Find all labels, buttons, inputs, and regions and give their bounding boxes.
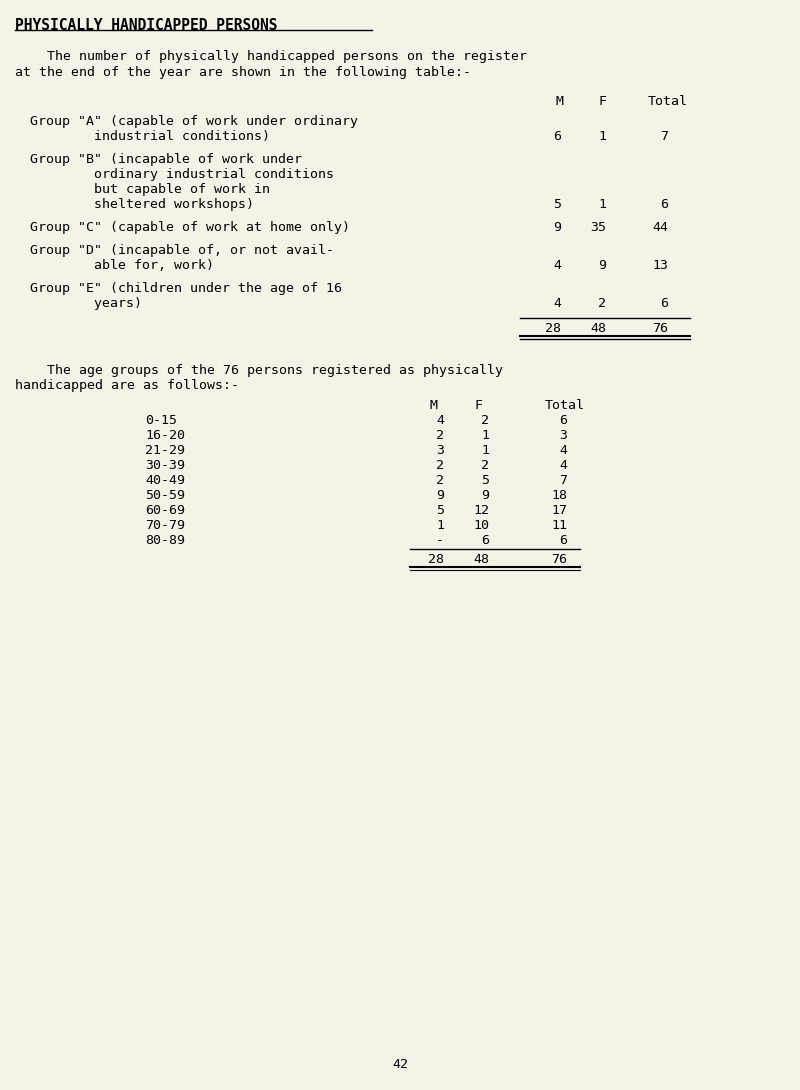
Text: 30-39: 30-39 [145,459,185,472]
Text: 4: 4 [559,459,567,472]
Text: Group "D" (incapable of, or not avail-: Group "D" (incapable of, or not avail- [30,244,334,257]
Text: F: F [475,399,483,412]
Text: 9: 9 [598,259,606,272]
Text: 42: 42 [392,1058,408,1071]
Text: 7: 7 [660,130,668,143]
Text: 6: 6 [660,296,668,310]
Text: 3: 3 [559,429,567,443]
Text: 2: 2 [481,414,489,427]
Text: Group "B" (incapable of work under: Group "B" (incapable of work under [30,153,302,166]
Text: 9: 9 [481,489,489,502]
Text: 2: 2 [481,459,489,472]
Text: 12: 12 [473,504,489,517]
Text: but capable of work in: but capable of work in [30,183,270,196]
Text: 16-20: 16-20 [145,429,185,443]
Text: 1: 1 [481,444,489,457]
Text: 35: 35 [590,221,606,234]
Text: 4: 4 [436,414,444,427]
Text: 13: 13 [652,259,668,272]
Text: The number of physically handicapped persons on the register: The number of physically handicapped per… [15,50,527,63]
Text: 1: 1 [481,429,489,443]
Text: 11: 11 [551,519,567,532]
Text: Group "E" (children under the age of 16: Group "E" (children under the age of 16 [30,282,342,295]
Text: 2: 2 [436,459,444,472]
Text: 10: 10 [473,519,489,532]
Text: ordinary industrial conditions: ordinary industrial conditions [30,168,334,181]
Text: Group "A" (capable of work under ordinary: Group "A" (capable of work under ordinar… [30,116,358,128]
Text: 5: 5 [481,474,489,487]
Text: 5: 5 [436,504,444,517]
Text: 1: 1 [598,130,606,143]
Text: 80-89: 80-89 [145,534,185,547]
Text: 9: 9 [553,221,561,234]
Text: Total: Total [648,95,688,108]
Text: Group "C" (capable of work at home only): Group "C" (capable of work at home only) [30,221,350,234]
Text: PHYSICALLY HANDICAPPED PERSONS: PHYSICALLY HANDICAPPED PERSONS [15,19,278,33]
Text: 17: 17 [551,504,567,517]
Text: 28: 28 [545,322,561,335]
Text: 18: 18 [551,489,567,502]
Text: 6: 6 [660,198,668,211]
Text: 2: 2 [598,296,606,310]
Text: years): years) [30,296,142,310]
Text: 60-69: 60-69 [145,504,185,517]
Text: M: M [555,95,563,108]
Text: 50-59: 50-59 [145,489,185,502]
Text: 40-49: 40-49 [145,474,185,487]
Text: 70-79: 70-79 [145,519,185,532]
Text: 6: 6 [559,534,567,547]
Text: M: M [430,399,438,412]
Text: 2: 2 [436,429,444,443]
Text: 6: 6 [481,534,489,547]
Text: -: - [436,534,444,547]
Text: 6: 6 [559,414,567,427]
Text: Total: Total [545,399,585,412]
Text: at the end of the year are shown in the following table:-: at the end of the year are shown in the … [15,66,471,78]
Text: 4: 4 [559,444,567,457]
Text: 4: 4 [553,296,561,310]
Text: sheltered workshops): sheltered workshops) [30,198,254,211]
Text: 0-15: 0-15 [145,414,177,427]
Text: 1: 1 [598,198,606,211]
Text: 9: 9 [436,489,444,502]
Text: 48: 48 [473,553,489,566]
Text: F: F [598,95,606,108]
Text: 7: 7 [559,474,567,487]
Text: able for, work): able for, work) [30,259,214,272]
Text: 28: 28 [428,553,444,566]
Text: 3: 3 [436,444,444,457]
Text: 21-29: 21-29 [145,444,185,457]
Text: 1: 1 [436,519,444,532]
Text: 6: 6 [553,130,561,143]
Text: 44: 44 [652,221,668,234]
Text: 76: 76 [652,322,668,335]
Text: industrial conditions): industrial conditions) [30,130,270,143]
Text: 5: 5 [553,198,561,211]
Text: handicapped are as follows:-: handicapped are as follows:- [15,379,239,392]
Text: 2: 2 [436,474,444,487]
Text: 4: 4 [553,259,561,272]
Text: The age groups of the 76 persons registered as physically: The age groups of the 76 persons registe… [15,364,503,377]
Text: 76: 76 [551,553,567,566]
Text: 48: 48 [590,322,606,335]
